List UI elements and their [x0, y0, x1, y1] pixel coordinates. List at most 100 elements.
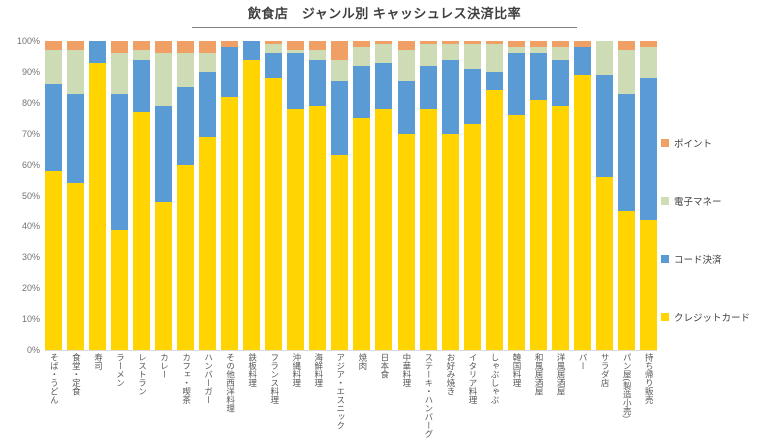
x-label-バー: バー — [578, 353, 589, 370]
segment-クレジットカード — [639, 220, 657, 350]
x-label-パン屋(製造小売): パン屋(製造小売) — [622, 353, 633, 419]
segment-クレジットカード — [287, 108, 305, 350]
segment-コード決済 — [485, 71, 503, 91]
segment-電子マネー — [595, 41, 613, 75]
x-label-洋風居酒屋: 洋風居酒屋 — [556, 353, 567, 396]
segment-クレジットカード — [551, 105, 569, 350]
legend-swatch-icon — [661, 313, 669, 321]
bar-鉄板料理 — [243, 41, 261, 350]
legend-label: 電子マネー — [674, 197, 722, 208]
segment-電子マネー — [507, 47, 525, 54]
segment-電子マネー — [177, 53, 195, 88]
segment-コード決済 — [595, 75, 613, 177]
y-tick-label: 50% — [21, 190, 40, 201]
segment-クレジットカード — [221, 96, 239, 350]
plot-area — [45, 41, 657, 350]
x-label-寿司: 寿司 — [93, 353, 104, 370]
segment-コード決済 — [331, 81, 349, 156]
bar-和風居酒屋 — [529, 41, 547, 350]
y-tick-label: 90% — [21, 66, 40, 77]
y-tick-label: 40% — [21, 221, 40, 232]
segment-電子マネー — [463, 44, 481, 69]
segment-ポイント — [67, 41, 85, 51]
y-axis: 100% 90% 80% 70% 60% 50% 40% 30% 20% 10% 0% — [0, 0, 40, 442]
segment-クレジットカード — [419, 108, 437, 350]
bar-ラーメン — [111, 41, 129, 350]
segment-電子マネー — [331, 59, 349, 82]
y-tick-label: 10% — [21, 314, 40, 325]
x-label-サラダ店: サラダ店 — [600, 353, 611, 387]
segment-コード決済 — [133, 59, 151, 113]
x-label-海鮮料理: 海鮮料理 — [313, 353, 324, 387]
segment-コード決済 — [573, 47, 591, 75]
segment-ポイント — [419, 41, 437, 45]
segment-クレジットカード — [331, 155, 349, 350]
x-label-その他西洋料理: その他西洋料理 — [225, 353, 236, 413]
legend: ポイント電子マネーコード決済クレジットカード — [661, 136, 750, 324]
segment-コード決済 — [551, 59, 569, 106]
segment-電子マネー — [353, 47, 371, 66]
segment-クレジットカード — [133, 112, 151, 350]
x-label-韓国料理: 韓国料理 — [512, 353, 523, 387]
segment-クレジットカード — [89, 62, 107, 350]
segment-コード決済 — [375, 62, 393, 109]
x-label-カレー: カレー — [159, 353, 170, 379]
segment-ポイント — [397, 41, 415, 51]
x-label-アジア・エスニック: アジア・エスニック — [335, 353, 346, 430]
segment-クレジットカード — [111, 229, 129, 350]
bar-アジア・エスニック — [331, 41, 349, 350]
segment-ポイント — [353, 41, 371, 48]
bar-フランス料理 — [265, 41, 283, 350]
segment-ポイント — [551, 41, 569, 48]
legend-label: コード決済 — [674, 255, 722, 266]
segment-コード決済 — [309, 59, 327, 106]
segment-ポイント — [111, 41, 129, 54]
bar-沖縄料理 — [287, 41, 305, 350]
segment-電子マネー — [287, 50, 305, 54]
segment-ポイント — [199, 41, 217, 54]
segment-ポイント — [463, 41, 481, 45]
x-label-レストラン: レストラン — [137, 353, 148, 396]
segment-電子マネー — [265, 44, 283, 54]
segment-コード決済 — [265, 53, 283, 79]
segment-コード決済 — [199, 71, 217, 137]
x-label-沖縄料理: 沖縄料理 — [291, 353, 302, 387]
x-label-日本食: 日本食 — [379, 353, 390, 379]
segment-電子マネー — [111, 53, 129, 94]
segment-電子マネー — [133, 50, 151, 60]
bar-そば・うどん — [45, 41, 62, 350]
segment-電子マネー — [309, 50, 327, 60]
segment-コード決済 — [89, 41, 107, 63]
segment-ポイント — [331, 41, 349, 60]
segment-コード決済 — [353, 65, 371, 119]
legend-label: クレジットカード — [674, 313, 751, 324]
bar-レストラン — [133, 41, 151, 350]
segment-クレジットカード — [375, 108, 393, 350]
segment-コード決済 — [45, 84, 62, 171]
segment-コード決済 — [397, 81, 415, 134]
segment-ポイント — [639, 41, 657, 48]
y-tick-label: 100% — [16, 36, 40, 46]
x-axis-line — [45, 350, 657, 351]
segment-コード決済 — [155, 105, 173, 202]
segment-クレジットカード — [199, 136, 217, 350]
segment-コード決済 — [639, 78, 657, 221]
bar-海鮮料理 — [309, 41, 327, 350]
x-label-ステーキ・ハンバーグ: ステーキ・ハンバーグ — [423, 353, 434, 438]
segment-コード決済 — [529, 53, 547, 100]
y-tick-label: 70% — [21, 128, 40, 139]
bar-ハンバーガー — [199, 41, 217, 350]
segment-ポイント — [287, 41, 305, 51]
segment-クレジットカード — [397, 133, 415, 350]
x-label-そば・うどん: そば・うどん — [49, 353, 60, 404]
bar-焼肉 — [353, 41, 371, 350]
segment-ポイント — [177, 41, 195, 54]
bar-バー — [573, 41, 591, 350]
y-tick-label: 20% — [21, 283, 40, 294]
legend-label: ポイント — [674, 139, 713, 150]
x-label-焼肉: 焼肉 — [357, 353, 368, 370]
segment-コード決済 — [177, 87, 195, 165]
bars-container — [45, 41, 657, 350]
segment-電子マネー — [441, 44, 459, 60]
segment-コード決済 — [67, 93, 85, 184]
